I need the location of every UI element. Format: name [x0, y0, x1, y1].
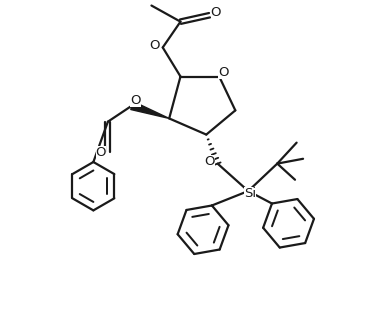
- Text: O: O: [96, 146, 106, 159]
- Text: O: O: [204, 155, 215, 168]
- Text: O: O: [211, 6, 221, 19]
- Polygon shape: [131, 102, 169, 119]
- Text: O: O: [218, 66, 228, 79]
- Text: O: O: [130, 94, 140, 107]
- Text: O: O: [149, 39, 160, 52]
- Text: Si: Si: [244, 187, 256, 200]
